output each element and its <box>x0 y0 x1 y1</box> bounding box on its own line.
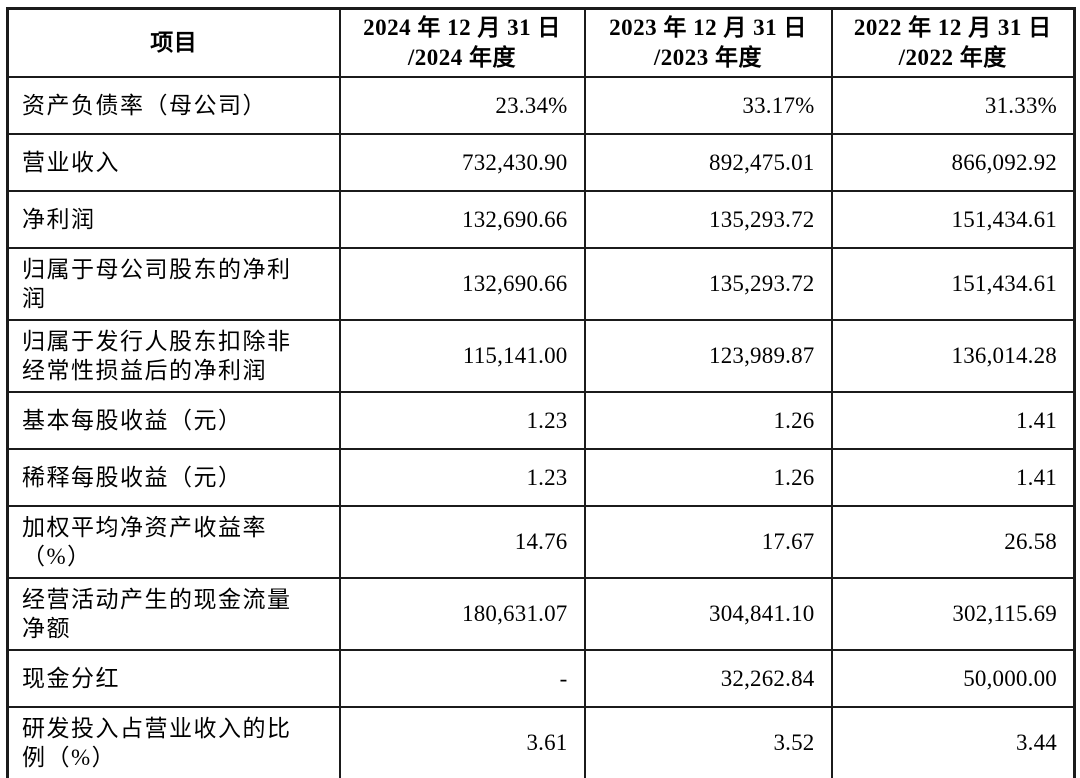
value-2024: 180,631.07 <box>338 576 586 651</box>
row-label: 加权平均净资产收益率 （%） <box>6 504 341 579</box>
value-2023: 135,293.72 <box>583 246 833 321</box>
value-2024: - <box>338 648 586 708</box>
row-label: 基本每股收益（元） <box>6 390 341 450</box>
table-row-diluted-eps: 稀释每股收益（元） 1.23 1.26 1.41 <box>6 447 1076 507</box>
value-2022: 151,434.61 <box>830 246 1076 321</box>
value-2024: 1.23 <box>338 447 586 507</box>
value-2024: 1.23 <box>338 390 586 450</box>
header-item: 项目 <box>6 7 341 78</box>
value-2024: 3.61 <box>338 705 586 778</box>
value-2022: 136,014.28 <box>830 318 1076 393</box>
header-period-2023: 2023 年 12 月 31 日 /2023 年度 <box>583 7 833 78</box>
value-2022: 26.58 <box>830 504 1076 579</box>
value-2024: 115,141.00 <box>338 318 586 393</box>
row-label: 营业收入 <box>6 132 341 192</box>
table-row-weighted-avg-roe: 加权平均净资产收益率 （%） 14.76 17.67 26.58 <box>6 504 1076 579</box>
value-2023: 304,841.10 <box>583 576 833 651</box>
row-label: 现金分红 <box>6 648 341 708</box>
value-2023: 135,293.72 <box>583 189 833 249</box>
value-2022: 302,115.69 <box>830 576 1076 651</box>
value-2023: 3.52 <box>583 705 833 778</box>
value-2023: 123,989.87 <box>583 318 833 393</box>
value-2023: 1.26 <box>583 390 833 450</box>
value-2022: 1.41 <box>830 447 1076 507</box>
value-2024: 14.76 <box>338 504 586 579</box>
table-row-operating-revenue: 营业收入 732,430.90 892,475.01 866,092.92 <box>6 132 1076 192</box>
table-row-net-profit-excl-nonrecurring: 归属于发行人股东扣除非 经常性损益后的净利润 115,141.00 123,98… <box>6 318 1076 393</box>
value-2022: 50,000.00 <box>830 648 1076 708</box>
row-label: 归属于发行人股东扣除非 经常性损益后的净利润 <box>6 318 341 393</box>
table-row-debt-ratio: 资产负债率（母公司） 23.34% 33.17% 31.33% <box>6 75 1076 135</box>
table-row-basic-eps: 基本每股收益（元） 1.23 1.26 1.41 <box>6 390 1076 450</box>
table-row-cash-dividend: 现金分红 - 32,262.84 50,000.00 <box>6 648 1076 708</box>
value-2024: 732,430.90 <box>338 132 586 192</box>
table-row-net-profit-parent: 归属于母公司股东的净利 润 132,690.66 135,293.72 151,… <box>6 246 1076 321</box>
header-period-2024: 2024 年 12 月 31 日 /2024 年度 <box>338 7 586 78</box>
header-period-2022: 2022 年 12 月 31 日 /2022 年度 <box>830 7 1076 78</box>
value-2023: 1.26 <box>583 447 833 507</box>
value-2023: 892,475.01 <box>583 132 833 192</box>
row-label: 稀释每股收益（元） <box>6 447 341 507</box>
row-label: 资产负债率（母公司） <box>6 75 341 135</box>
header-row: 项目 2024 年 12 月 31 日 /2024 年度 2023 年 12 月… <box>6 7 1076 78</box>
value-2024: 132,690.66 <box>338 246 586 321</box>
row-label: 经营活动产生的现金流量 净额 <box>6 576 341 651</box>
value-2022: 866,092.92 <box>830 132 1076 192</box>
value-2022: 3.44 <box>830 705 1076 778</box>
value-2022: 1.41 <box>830 390 1076 450</box>
row-label: 研发投入占营业收入的比 例（%） <box>6 705 341 778</box>
value-2023: 32,262.84 <box>583 648 833 708</box>
row-label: 净利润 <box>6 189 341 249</box>
table-row-operating-cash-flow: 经营活动产生的现金流量 净额 180,631.07 304,841.10 302… <box>6 576 1076 651</box>
value-2024: 23.34% <box>338 75 586 135</box>
row-label: 归属于母公司股东的净利 润 <box>6 246 341 321</box>
value-2022: 31.33% <box>830 75 1076 135</box>
value-2024: 132,690.66 <box>338 189 586 249</box>
table-row-rd-expense-ratio: 研发投入占营业收入的比 例（%） 3.61 3.52 3.44 <box>6 705 1076 778</box>
financial-summary-table: 项目 2024 年 12 月 31 日 /2024 年度 2023 年 12 月… <box>6 7 1076 778</box>
value-2023: 17.67 <box>583 504 833 579</box>
table-header: 项目 2024 年 12 月 31 日 /2024 年度 2023 年 12 月… <box>6 7 1076 78</box>
table-row-net-profit: 净利润 132,690.66 135,293.72 151,434.61 <box>6 189 1076 249</box>
table-body: 资产负债率（母公司） 23.34% 33.17% 31.33% 营业收入 732… <box>6 75 1076 778</box>
value-2023: 33.17% <box>583 75 833 135</box>
value-2022: 151,434.61 <box>830 189 1076 249</box>
